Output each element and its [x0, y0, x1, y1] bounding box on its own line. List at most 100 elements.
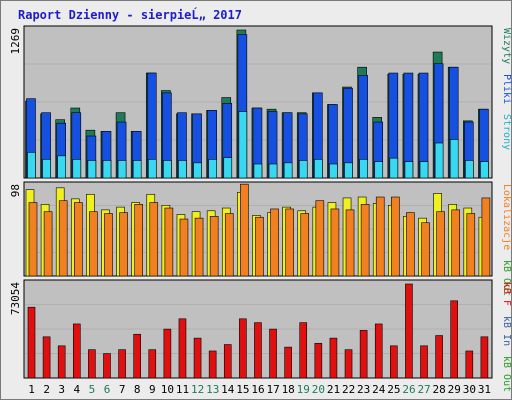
x-tick-label-4: 4 — [74, 383, 81, 396]
legend-bottom-kb-out: kB Out — [501, 356, 512, 392]
middle-bar-hosty-day-12 — [194, 217, 204, 277]
x-tick-label-16: 16 — [251, 383, 264, 396]
top-bar-strony-day-3 — [57, 155, 66, 179]
x-tick-label-28: 28 — [433, 383, 446, 396]
x-tick-label-6: 6 — [104, 383, 111, 396]
x-tick-label-17: 17 — [266, 383, 279, 396]
chart-title: Raport Dzienny - sierpieĹ„ 2017 — [18, 7, 242, 22]
top-bar-strony-day-15 — [238, 111, 248, 179]
x-tick-label-15: 15 — [236, 383, 249, 396]
x-tick-label-25: 25 — [387, 383, 400, 396]
middle-bar-hosty-day-24 — [375, 196, 385, 277]
middle-bar-hosty-day-13 — [209, 216, 219, 277]
top-ymax-label: 1269 — [9, 28, 22, 55]
top-bar-strony-day-27 — [419, 161, 429, 179]
top-bar-strony-day-22 — [344, 162, 353, 179]
x-tick-label-1: 1 — [28, 383, 35, 396]
x-tick-label-11: 11 — [176, 383, 189, 396]
middle-bar-hosty-day-29 — [451, 209, 461, 277]
top-bar-strony-day-30 — [465, 160, 474, 179]
top-bar-strony-day-17 — [268, 163, 278, 179]
top-bar-strony-day-26 — [404, 161, 414, 179]
x-tick-label-7: 7 — [119, 383, 126, 396]
bottom-bar-kbf-day-11 — [178, 318, 187, 379]
top-bar-strony-day-13 — [208, 159, 217, 179]
legend-bottom-kb-in: kB In — [501, 316, 512, 346]
x-tick-label-20: 20 — [312, 383, 325, 396]
top-bar-strony-day-19 — [298, 160, 308, 179]
x-tick-label-18: 18 — [282, 383, 295, 396]
x-tick-label-10: 10 — [161, 383, 174, 396]
middle-bar-hosty-day-16 — [255, 216, 264, 277]
x-tick-label-14: 14 — [221, 383, 235, 396]
top-bar-strony-day-2 — [42, 159, 51, 179]
top-bar-strony-day-5 — [87, 160, 97, 179]
middle-bar-hosty-day-25 — [391, 196, 400, 277]
middle-bar-hosty-day-27 — [421, 222, 430, 277]
bottom-bar-kbf-day-12 — [193, 337, 202, 379]
legend-top-pliki: Pliki — [501, 74, 512, 104]
top-bar-strony-day-23 — [359, 159, 368, 179]
bottom-bar-kbf-day-16 — [254, 322, 262, 379]
bottom-bar-kbf-day-27 — [420, 345, 428, 379]
x-tick-label-24: 24 — [372, 383, 386, 396]
bottom-bar-kbf-day-6 — [103, 353, 111, 379]
bottom-bar-kbf-day-7 — [118, 349, 126, 379]
middle-bar-hosty-day-21 — [330, 208, 340, 277]
x-tick-label-31: 31 — [478, 383, 491, 396]
x-tick-label-5: 5 — [89, 383, 96, 396]
middle-bar-hosty-day-11 — [179, 218, 189, 277]
bottom-bar-kbf-day-21 — [329, 337, 338, 379]
top-bar-strony-day-21 — [329, 163, 338, 179]
middle-bar-hosty-day-1 — [28, 202, 38, 277]
middle-bar-hosty-day-8 — [134, 204, 143, 277]
bottom-bar-kbf-day-3 — [57, 345, 66, 379]
x-tick-label-27: 27 — [417, 383, 430, 396]
bottom-bar-kbf-day-24 — [374, 323, 383, 379]
x-tick-label-8: 8 — [134, 383, 141, 396]
top-bar-strony-day-4 — [72, 159, 82, 179]
top-bar-strony-day-31 — [480, 161, 489, 179]
middle-bar-hosty-day-30 — [466, 213, 476, 277]
top-bar-strony-day-7 — [117, 160, 127, 179]
middle-bar-hosty-day-4 — [73, 202, 83, 277]
middle-bar-hosty-day-17 — [270, 208, 279, 277]
top-bar-strony-day-10 — [163, 160, 172, 179]
x-tick-label-13: 13 — [206, 383, 219, 396]
top-bar-strony-day-28 — [434, 142, 444, 179]
x-tick-label-29: 29 — [448, 383, 461, 396]
top-bar-strony-day-6 — [102, 160, 112, 179]
x-tick-label-3: 3 — [58, 383, 65, 396]
bottom-bar-kbf-day-31 — [480, 336, 489, 379]
x-tick-label-30: 30 — [463, 383, 476, 396]
bottom-bar-kbf-day-30 — [465, 350, 474, 379]
x-tick-label-23: 23 — [357, 383, 370, 396]
middle-bar-hosty-day-3 — [58, 200, 68, 277]
middle-bar-hosty-day-31 — [481, 197, 491, 277]
top-bar-strony-day-25 — [389, 157, 399, 179]
middle-bar-hosty-day-20 — [315, 200, 325, 277]
top-bar-strony-day-24 — [374, 161, 384, 179]
x-tick-label-19: 19 — [297, 383, 310, 396]
middle-bar-hosty-day-9 — [149, 202, 159, 277]
middle-bar-hosty-day-28 — [436, 211, 445, 277]
top-bar-strony-day-16 — [253, 163, 263, 179]
bottom-bar-kbf-day-23 — [359, 330, 368, 379]
bottom-bar-kbf-day-10 — [163, 328, 172, 379]
legend-bottom-kb-f: kB F — [501, 282, 512, 306]
bottom-bar-kbf-day-13 — [208, 350, 217, 379]
top-bar-strony-day-20 — [314, 159, 323, 179]
middle-bar-hosty-day-18 — [285, 208, 294, 277]
legend-middle-lokalizacje: Lokalizacje — [501, 184, 512, 250]
bottom-bar-kbf-day-4 — [72, 323, 81, 379]
bottom-bar-kbf-day-22 — [344, 349, 353, 379]
middle-bar-hosty-day-6 — [104, 213, 113, 277]
x-tick-label-12: 12 — [191, 383, 204, 396]
x-tick-label-9: 9 — [149, 383, 156, 396]
legend-top-wizyty: Wizyty — [501, 28, 512, 64]
legend-middle-kb-out: kB Out — [501, 260, 512, 296]
middle-bar-hosty-day-2 — [43, 211, 53, 277]
bottom-bar-kbf-day-26 — [405, 283, 413, 379]
x-tick-label-26: 26 — [402, 383, 415, 396]
